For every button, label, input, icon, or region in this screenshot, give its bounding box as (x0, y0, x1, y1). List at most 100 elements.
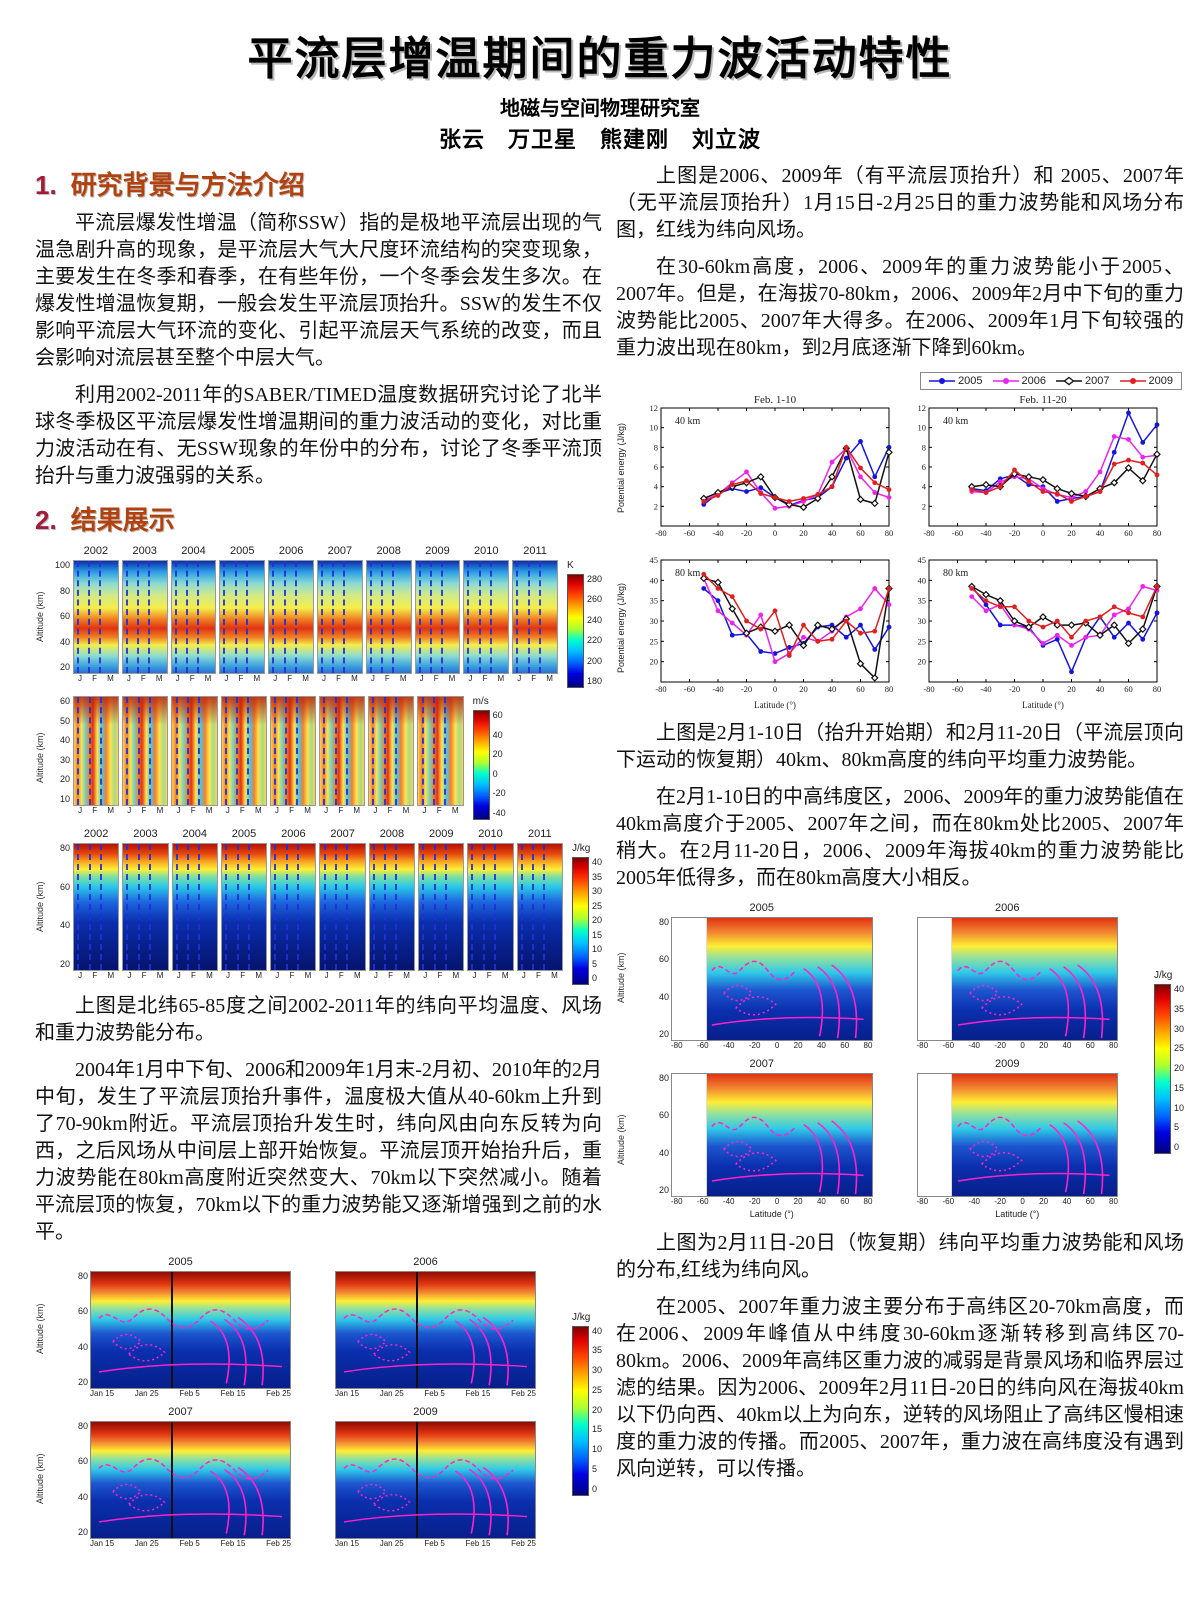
month-tick-label: J (225, 806, 230, 815)
legend-label: 2006 (1021, 375, 1047, 387)
event-date-line (170, 1422, 173, 1538)
colorbar-gradient (571, 857, 589, 985)
svg-text:Feb. 1-10: Feb. 1-10 (754, 394, 797, 406)
colorbar-tick-label: 240 (586, 614, 602, 625)
panel-year-label: 2007 (327, 545, 353, 557)
month-tick-label: M (107, 674, 114, 683)
heatmap-panel: 2008 J F M (365, 545, 412, 688)
axis-tick-label: 30 (59, 754, 70, 765)
axis-tick-label: -40 (968, 1041, 980, 1050)
heatmap-strip-figure: Altitude (km) 100 80 60 40 20 2002 J F M 2003 J F M 20… (35, 545, 602, 688)
colorbar-ticks: 280 260 240 220 200 180 (584, 574, 602, 686)
ssw-event-dashed-line (430, 561, 433, 673)
svg-text:-20: -20 (741, 528, 752, 538)
heatmap-image (418, 843, 465, 971)
ssw-event-dashed-line (187, 844, 190, 970)
svg-text:6: 6 (654, 462, 658, 472)
ssw-event-dashed-line (444, 697, 447, 805)
legend-label: 2007 (1085, 375, 1110, 387)
paragraph-right-6: 在2005、2007年重力波主要分布于高纬区20-70km高度，而在2006、2… (616, 1296, 1184, 1480)
panel-year-label: 2002 (83, 545, 109, 557)
month-tick-label: F (536, 971, 541, 980)
month-tick-label: J (273, 674, 278, 683)
paragraph-ssw-events: 2004年1月中下旬、2006和2009年1月末-2月初、2010年的2月中旬，… (35, 1059, 602, 1243)
colorbar-tick-label: 15 (591, 1424, 602, 1435)
svg-text:80 km: 80 km (943, 568, 969, 579)
colorbar-tick-label: 40 (492, 729, 503, 740)
section-2-heading: 2. 结果展示 (35, 500, 602, 537)
month-tick-label: M (304, 806, 311, 815)
heatmap-panel: 2004 J F M (171, 828, 218, 985)
heatmap-image (220, 696, 267, 806)
section-number: 1. (35, 170, 57, 200)
month-tick-label: J (322, 674, 327, 683)
poster-title: 平流层增温期间的重力波活动特性 (247, 33, 953, 84)
month-tick-label: J (324, 806, 329, 815)
colorbar-tick-label: -40 (492, 807, 506, 818)
month-tick-label: F (190, 806, 196, 815)
contour-panel: 2006 -80 -60 -40 -20 0 20 40 60 80 (897, 902, 1118, 1053)
heatmap-image (414, 560, 461, 674)
heatmap-image (170, 560, 217, 674)
month-tick-label: M (206, 971, 213, 980)
axis-tick-label: Feb 5 (179, 1539, 200, 1548)
axis-tick-label: 80 (77, 1271, 88, 1281)
axis-tick-label: Feb 5 (424, 1539, 445, 1548)
ssw-event-dashed-line (186, 697, 189, 805)
month-tick-label: M (501, 971, 509, 980)
ssw-event-dashed-line (294, 561, 297, 673)
month-tick-label: J (127, 806, 132, 815)
month-tick-label: F (387, 806, 393, 815)
legend-marker-2009 (1119, 378, 1146, 384)
axis-tick-label: 80 (59, 585, 70, 596)
svg-text:-40: -40 (980, 528, 991, 538)
axis-tick-label: Feb 15 (220, 1389, 246, 1398)
paragraph-background-1: 平流层爆发性增温（简称SSW）指的是极地平流层出现的气温急剧升高的现象，是平流层… (35, 212, 602, 369)
panel-stack: Jan 15 Jan 25 Feb 5 Feb 15 Feb 25 (335, 1421, 536, 1551)
month-tick-label: F (240, 971, 246, 980)
ssw-event-dashed-line (247, 844, 250, 970)
colorbar-tick-label: 25 (591, 900, 602, 911)
x-axis-label: Latitude (°) (749, 1209, 794, 1219)
heatmap-image (417, 696, 464, 806)
contour-panel: 2009 Jan 15 Jan 25 Feb 5 Feb 15 Feb 25 (315, 1406, 536, 1551)
month-tick-label: F (238, 674, 244, 683)
axis-tick-label: -40 (968, 1197, 980, 1206)
svg-text:Latitude (°): Latitude (°) (754, 700, 796, 710)
ssw-event-dashed-line (148, 697, 151, 805)
panel-body: 80 60 40 20 -80 -60 -40 -20 0 20 40 60 80 (651, 917, 873, 1053)
panel-year-label: 2006 (995, 902, 1020, 914)
colorbar-tick-label: 30 (591, 1365, 602, 1375)
month-tick-label: F (141, 971, 147, 980)
heatmap-panel: 2006 J F M (270, 828, 317, 985)
heatmap-panel: 2011 J F M (512, 545, 558, 688)
panel-year-label: 2003 (132, 545, 157, 557)
ssw-event-dashed-line (296, 844, 299, 970)
axis-tick-label: 40 (77, 1341, 88, 1352)
colorbar-ticks: 60 40 20 0 -20 -40 (490, 710, 506, 818)
month-tick-label: M (402, 806, 410, 815)
left-column: 1. 研究背景与方法介绍 平流层爆发性增温（简称SSW）指的是极地平流层出现的气温… (35, 163, 602, 1559)
heatmap-panel: 2004 J F M (170, 545, 217, 688)
paragraph-background-2: 利用2002-2011年的SABER/TIMED温度数据研究讨论了北半球冬季极区… (35, 384, 602, 487)
no-data-region (917, 1074, 953, 1196)
svg-text:-60: -60 (952, 528, 963, 538)
colorbar: J/kg 40 35 30 25 20 15 10 5 0 (1153, 970, 1184, 1154)
panel-year-label: 2005 (168, 1256, 193, 1268)
ssw-event-dashed-line (88, 844, 91, 970)
heatmap-image (171, 843, 218, 971)
heatmap-panel: 2007 J F M (316, 545, 363, 688)
svg-text:-20: -20 (1009, 684, 1020, 694)
contour-plot (90, 1271, 291, 1389)
axis-tick-label: 40 (77, 1491, 88, 1502)
svg-text:8: 8 (654, 442, 658, 452)
legend-item: 2006 (992, 375, 1047, 387)
heatmap-image (121, 560, 168, 674)
axis-tick-label: 80 (658, 917, 669, 927)
panel-year-label: 2004 (182, 828, 207, 840)
axis-tick-label: -60 (942, 1041, 955, 1050)
x-axis-tick-labels: Jan 15 Jan 25 Feb 5 Feb 15 Feb 25 (335, 1389, 536, 1401)
